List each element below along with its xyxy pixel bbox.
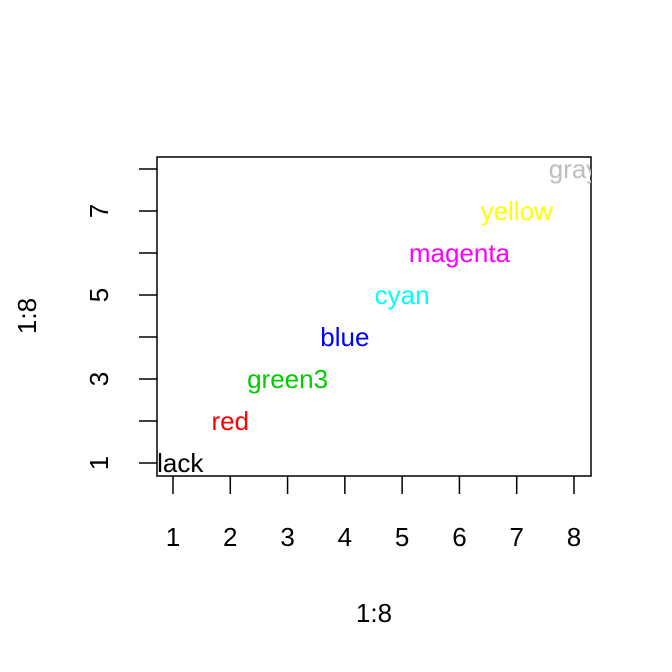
x-tick-label: 2 bbox=[223, 522, 237, 552]
y-tick-label: 5 bbox=[84, 288, 114, 302]
x-tick-label: 8 bbox=[567, 522, 581, 552]
point-label-red: red bbox=[211, 406, 249, 436]
point-label-cyan: cyan bbox=[375, 280, 430, 310]
x-tick-label: 1 bbox=[166, 522, 180, 552]
x-tick-label: 6 bbox=[452, 522, 466, 552]
point-label-black: black bbox=[143, 448, 205, 478]
point-label-gray: gray bbox=[549, 154, 600, 184]
y-tick-label: 1 bbox=[84, 456, 114, 470]
y-axis-title: 1:8 bbox=[12, 298, 42, 334]
x-tick-label: 3 bbox=[280, 522, 294, 552]
x-tick-label: 7 bbox=[509, 522, 523, 552]
x-axis: 1 2 3 4 5 6 7 8 bbox=[166, 476, 581, 552]
x-axis-title: 1:8 bbox=[356, 598, 392, 628]
y-tick-label: 3 bbox=[84, 372, 114, 386]
point-label-blue: blue bbox=[320, 322, 369, 352]
y-axis: 1 3 5 7 bbox=[84, 168, 157, 470]
point-label-yellow: yellow bbox=[481, 196, 553, 226]
x-tick-label: 4 bbox=[338, 522, 352, 552]
plot-frame bbox=[156, 156, 592, 477]
point-label-green3: green3 bbox=[247, 364, 328, 394]
y-tick-label: 7 bbox=[84, 204, 114, 218]
x-tick-label: 5 bbox=[395, 522, 409, 552]
point-label-magenta: magenta bbox=[409, 238, 511, 268]
